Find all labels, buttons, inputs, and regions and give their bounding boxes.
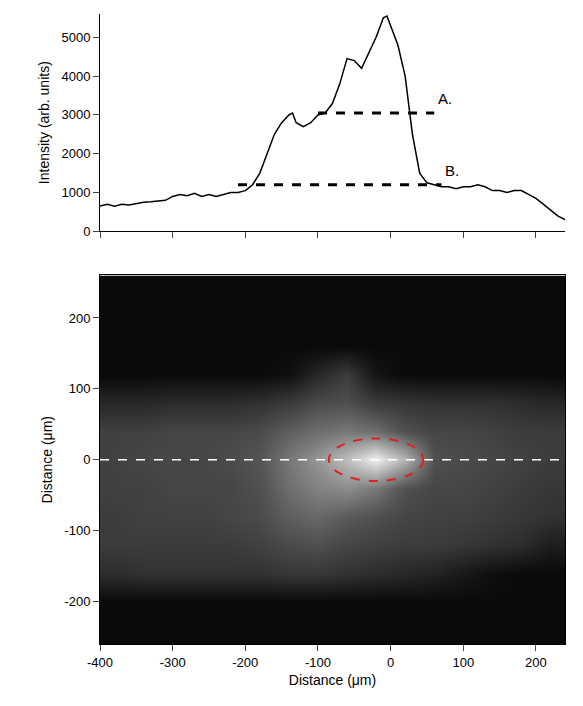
svg-text:4000: 4000: [61, 69, 90, 84]
svg-text:Distance (μm): Distance (μm): [289, 672, 376, 688]
svg-text:2000: 2000: [61, 146, 90, 161]
svg-text:-400: -400: [87, 655, 113, 670]
svg-text:1000: 1000: [61, 185, 90, 200]
svg-text:-300: -300: [160, 655, 186, 670]
svg-text:-200: -200: [232, 655, 258, 670]
svg-text:5000: 5000: [61, 30, 90, 45]
svg-text:3000: 3000: [61, 107, 90, 122]
svg-text:-100: -100: [305, 655, 331, 670]
svg-text:-200: -200: [64, 594, 90, 609]
svg-text:0: 0: [387, 655, 394, 670]
svg-text:0: 0: [83, 224, 90, 239]
svg-text:100: 100: [69, 381, 91, 396]
svg-text:Intensity (arb. units): Intensity (arb. units): [36, 61, 52, 184]
svg-text:-100: -100: [64, 523, 90, 538]
svg-text:200: 200: [525, 655, 547, 670]
svg-text:Distance (μm): Distance (μm): [39, 416, 55, 503]
svg-text:100: 100: [452, 655, 474, 670]
svg-text:A.: A.: [438, 90, 452, 107]
svg-text:200: 200: [69, 311, 91, 326]
svg-text:B.: B.: [445, 162, 459, 179]
svg-text:0: 0: [83, 452, 90, 467]
